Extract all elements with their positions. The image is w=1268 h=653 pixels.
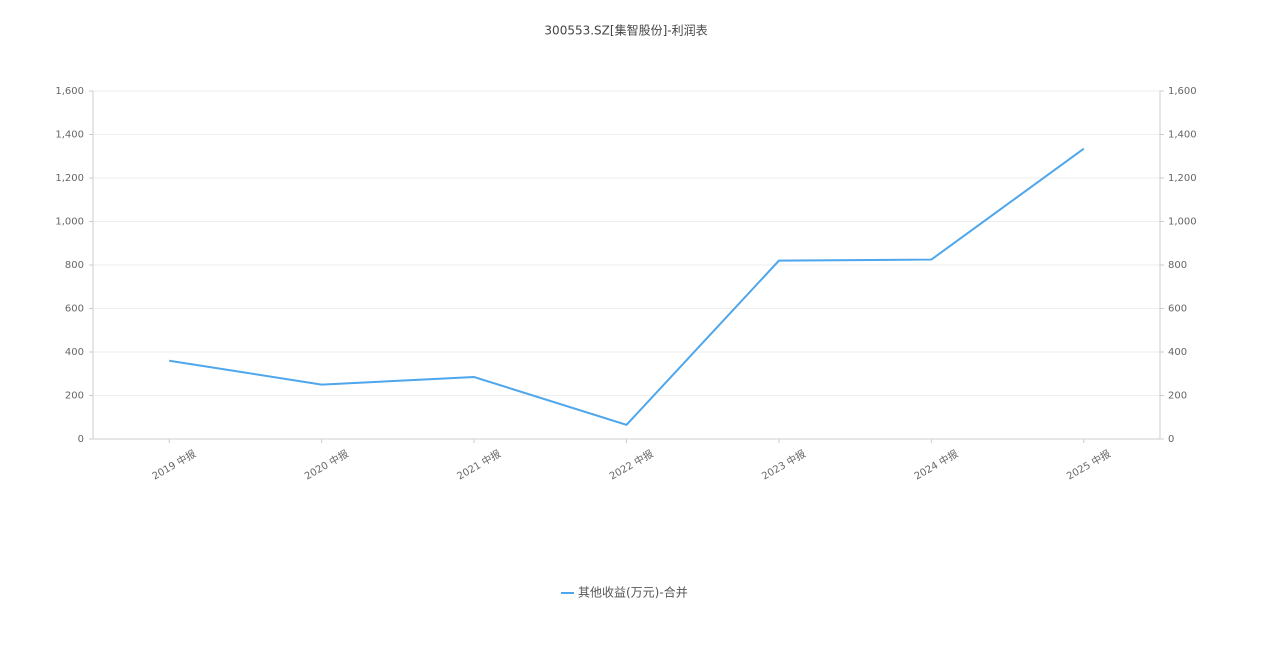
- x-tick-label: 2021 中报: [454, 447, 503, 483]
- y2-tick-label: 1,200: [1168, 173, 1197, 184]
- x-tick-label: 2023 中报: [759, 447, 808, 483]
- y-tick-label: 1,200: [55, 173, 84, 184]
- y2-tick-label: 600: [1168, 304, 1187, 315]
- x-tick-label: 2019 中报: [150, 447, 199, 483]
- y-tick-label: 800: [65, 260, 84, 271]
- y-tick-label: 1,600: [55, 86, 84, 97]
- x-tick-label: 2024 中报: [912, 447, 961, 483]
- y2-tick-label: 800: [1168, 260, 1187, 271]
- y-tick-label: 1,400: [55, 130, 84, 141]
- y-tick-label: 200: [65, 391, 84, 402]
- y-tick-label: 400: [65, 347, 84, 358]
- y-tick-label: 600: [65, 304, 84, 315]
- y2-tick-label: 1,000: [1168, 217, 1197, 228]
- y-tick-label: 0: [78, 434, 84, 445]
- data-line: [169, 147, 1085, 427]
- chart-title: 300553.SZ[集智股份]-利润表: [544, 23, 707, 38]
- y2-tick-label: 400: [1168, 347, 1187, 358]
- legend-label: 其他收益(万元)-合并: [578, 585, 688, 600]
- y-tick-label: 1,000: [55, 217, 84, 228]
- x-tick-label: 2020 中报: [302, 447, 351, 483]
- y2-tick-label: 1,600: [1168, 86, 1197, 97]
- y2-tick-label: 0: [1168, 434, 1174, 445]
- y2-tick-label: 200: [1168, 391, 1187, 402]
- y2-tick-label: 1,400: [1168, 130, 1197, 141]
- x-tick-label: 2025 中报: [1064, 447, 1113, 483]
- x-tick-label: 2022 中报: [607, 447, 656, 483]
